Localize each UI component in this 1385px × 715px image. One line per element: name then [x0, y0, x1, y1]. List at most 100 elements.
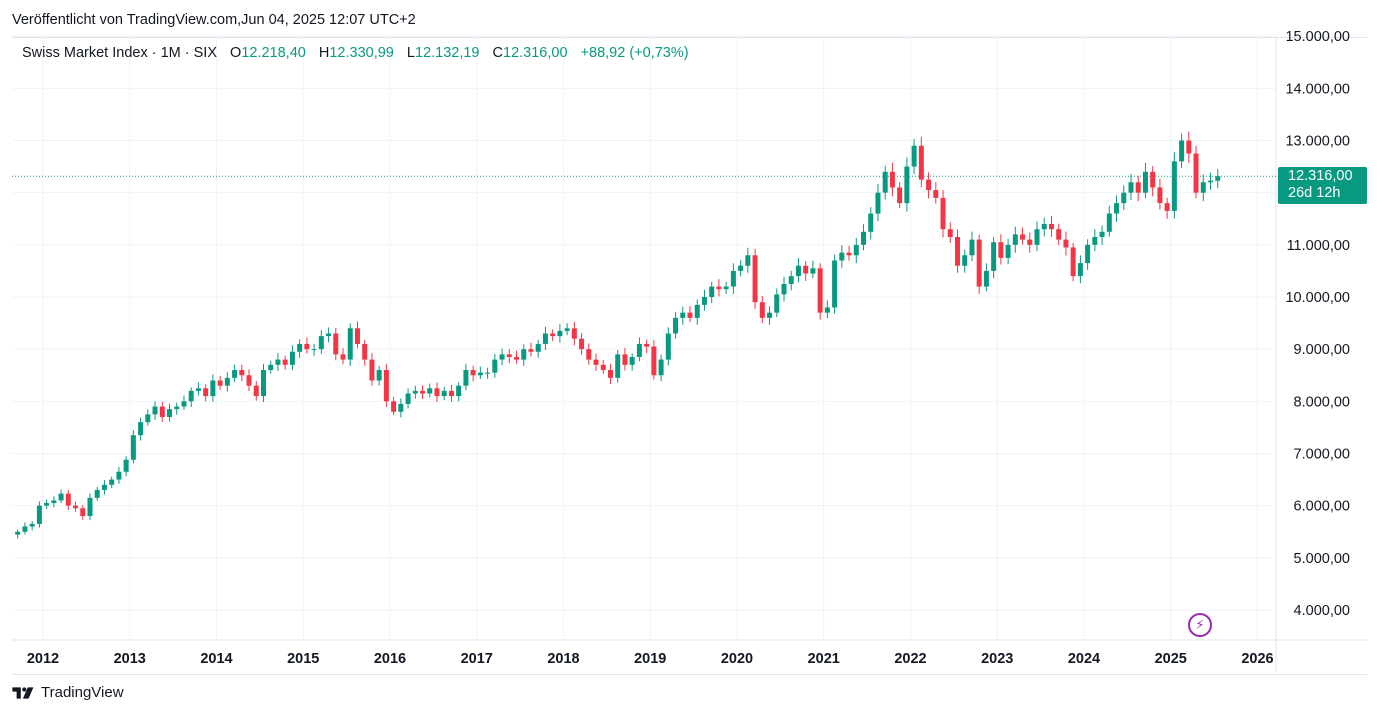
candle-body: [470, 370, 476, 376]
candle-body: [159, 406, 165, 417]
low-label: L: [406, 45, 415, 61]
candle-body: [65, 493, 71, 506]
candle-body: [391, 401, 397, 412]
candle-body: [1099, 231, 1105, 238]
candle-body: [593, 359, 599, 365]
candle-body: [130, 435, 136, 460]
candle-body: [1208, 180, 1214, 183]
candle-body: [167, 409, 173, 417]
candle-body: [665, 333, 671, 360]
candle-body: [767, 312, 773, 318]
candle-body: [571, 328, 577, 339]
candle-body: [897, 187, 903, 204]
y-tick-label: 6.000,00: [1294, 499, 1350, 515]
candle-body: [1135, 182, 1141, 193]
candle-body: [354, 328, 360, 344]
candle-body: [875, 192, 881, 214]
candle-body: [673, 317, 679, 334]
candle-body: [1020, 234, 1026, 240]
candle-body: [586, 349, 592, 360]
candle-body: [1034, 229, 1040, 245]
candle-body: [15, 531, 21, 535]
candle-body: [730, 270, 736, 287]
lightning-icon[interactable]: ⚡: [1188, 613, 1212, 637]
candle-body: [224, 377, 230, 386]
candle-body: [803, 265, 809, 274]
candle-body: [680, 312, 686, 318]
candle-body: [861, 231, 867, 245]
candle-body: [1157, 187, 1163, 204]
candle-body: [521, 349, 527, 360]
x-tick-label: 2019: [634, 651, 666, 667]
candle-body: [376, 370, 382, 381]
candle-body: [701, 297, 707, 305]
candle-body: [969, 239, 975, 256]
candle-body: [181, 401, 187, 407]
x-tick-label: 2018: [547, 651, 579, 667]
candle-body: [853, 244, 859, 256]
y-tick-label: 7.000,00: [1294, 446, 1350, 462]
candle-body: [420, 390, 426, 394]
last-price: 12.316,00: [1288, 168, 1353, 184]
candle-body: [210, 380, 216, 397]
candle-body: [217, 380, 223, 386]
candle-body: [80, 508, 86, 517]
candle-body: [145, 414, 151, 423]
candle-body: [752, 255, 758, 303]
candle-body: [333, 333, 339, 355]
candle-body: [282, 359, 288, 365]
candle-body: [514, 356, 520, 360]
candle-body: [868, 213, 874, 232]
ohlc-legend: Swiss Market Index · 1M · SIX O12.218,40…: [22, 45, 689, 61]
candle-body: [882, 171, 888, 193]
candle-body: [275, 359, 281, 365]
candle-body: [600, 364, 606, 371]
low-value: 12.132,19: [414, 45, 480, 61]
candle-body: [369, 359, 375, 381]
candle-body: [1048, 223, 1054, 230]
symbol-label[interactable]: Swiss Market Index · 1M · SIX: [22, 45, 217, 61]
candle-body: [954, 237, 960, 266]
candle-body: [976, 239, 982, 287]
candle-body: [94, 489, 100, 498]
y-tick-label: 5.000,00: [1294, 551, 1350, 567]
candle-body: [658, 359, 664, 376]
candle-body: [203, 388, 209, 397]
high-value: 12.330,99: [329, 45, 394, 61]
candle-body: [362, 343, 368, 360]
candle-body: [477, 372, 483, 376]
candle-body: [73, 505, 79, 509]
chart-area[interactable]: [12, 37, 1367, 675]
brand-name: TradingView: [41, 684, 124, 701]
candle-body: [1012, 234, 1018, 245]
candle-body: [723, 286, 729, 290]
candle-body: [983, 270, 989, 287]
candle-body: [904, 166, 910, 204]
y-tick-label: 10.000,00: [1285, 290, 1350, 306]
last-price-tag: 12.316,00 26d 12h: [1278, 167, 1367, 204]
candle-body: [297, 343, 303, 352]
x-tick-label: 2013: [114, 651, 146, 667]
high-label: H: [318, 45, 330, 61]
candle-body: [123, 459, 129, 472]
candle-body: [253, 385, 259, 397]
tradingview-brand[interactable]: TradingView: [12, 684, 124, 701]
published-note: Veröffentlicht von TradingView.com,Jun 0…: [12, 12, 416, 28]
candle-body: [839, 252, 845, 261]
open-label: O: [230, 45, 242, 61]
candle-body: [304, 343, 310, 350]
x-tick-label: 2024: [1068, 651, 1100, 667]
candle-body: [51, 500, 57, 504]
x-tick-label: 2025: [1155, 651, 1187, 667]
y-tick-label: 15.000,00: [1285, 29, 1350, 45]
candle-body: [1063, 239, 1069, 248]
candle-body: [188, 390, 194, 402]
x-tick-label: 2017: [461, 651, 493, 667]
candle-body: [1193, 153, 1199, 193]
candle-body: [911, 145, 917, 167]
candle-body: [87, 497, 93, 517]
candle-body: [340, 354, 346, 360]
candle-body: [326, 333, 332, 337]
candle-body: [846, 252, 852, 256]
